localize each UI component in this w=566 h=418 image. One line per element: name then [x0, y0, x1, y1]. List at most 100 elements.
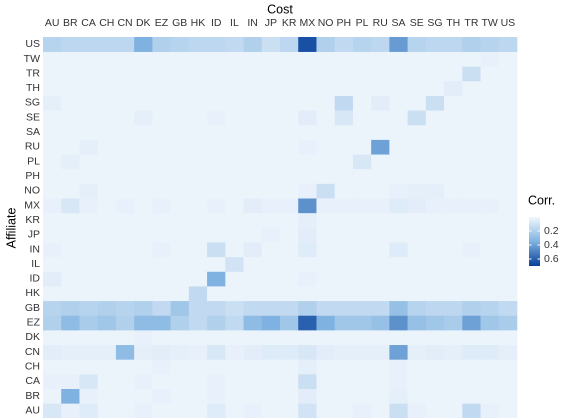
heat-cell [498, 183, 518, 199]
heat-cell [480, 80, 500, 96]
heat-cell [207, 80, 226, 96]
heat-cell [43, 66, 62, 82]
heat-cell [115, 66, 135, 82]
heat-cell [207, 359, 226, 375]
heat-cell [389, 80, 408, 96]
heat-cell [243, 286, 263, 302]
heat-cell [79, 359, 98, 375]
heat-cell [334, 359, 354, 375]
heat-cell [43, 256, 62, 272]
heat-cell [97, 315, 117, 331]
heat-cell [389, 124, 408, 140]
heat-cell [152, 315, 171, 331]
heat-cell [389, 359, 408, 375]
heat-cell [352, 154, 372, 170]
heat-cell [207, 66, 226, 82]
heat-cell [444, 403, 463, 418]
y-tick-label: AU [25, 404, 40, 416]
heat-cell [225, 227, 244, 243]
heat-cell [188, 168, 208, 184]
heat-cell [225, 183, 244, 199]
heat-cell [61, 154, 80, 170]
heat-cell [444, 330, 463, 346]
heat-cell [61, 124, 80, 140]
heat-cell [298, 344, 317, 360]
heat-cell [407, 227, 427, 243]
heat-cell [188, 242, 208, 258]
heat-cell [280, 37, 299, 52]
heat-cell [316, 95, 335, 111]
heat-cell [316, 198, 335, 214]
heat-cell [298, 256, 317, 272]
heat-cell [188, 95, 208, 111]
heat-cell [389, 242, 408, 258]
heat-cell [316, 242, 335, 258]
heat-cell [389, 139, 408, 155]
heat-cell [225, 330, 244, 346]
heat-cell [480, 359, 500, 375]
heat-cell [498, 154, 518, 170]
heat-cell [115, 154, 135, 170]
heat-cell [407, 51, 427, 67]
heat-cell [170, 330, 190, 346]
heat-cell [79, 154, 98, 170]
heat-cell [225, 212, 244, 228]
heat-cell [243, 330, 263, 346]
heat-cell [462, 66, 481, 82]
heat-cell [444, 168, 463, 184]
heat-cell [243, 212, 263, 228]
heat-cell [134, 124, 153, 140]
heat-cell [480, 37, 500, 52]
heat-cell [207, 212, 226, 228]
heat-cell [316, 374, 335, 389]
heat-cell [243, 227, 263, 243]
heat-cell [115, 388, 135, 404]
heat-cell [134, 212, 153, 228]
heat-cell [134, 227, 153, 243]
heat-cell [79, 139, 98, 155]
heat-cell [316, 183, 335, 199]
heat-cell [79, 212, 98, 228]
heat-cell [170, 95, 190, 111]
x-tick-label: AU [45, 17, 60, 29]
heat-cell [152, 388, 171, 404]
heat-cell [207, 124, 226, 140]
heat-cell [480, 198, 500, 214]
heat-cell [188, 154, 208, 170]
y-tick-label: PL [27, 155, 40, 167]
heat-cell [298, 330, 317, 346]
y-tick-label: TH [26, 82, 40, 94]
heat-cell [425, 124, 445, 140]
heat-cell [134, 374, 153, 389]
heat-cell [371, 271, 390, 287]
heat-cell [170, 359, 190, 375]
heat-cell [425, 227, 445, 243]
legend-title: Corr. [528, 193, 555, 207]
heat-cell [462, 315, 481, 331]
heat-cell [115, 344, 135, 360]
y-tick-label: RU [25, 141, 40, 153]
heat-cell [152, 286, 171, 302]
heat-cell [480, 330, 500, 346]
heat-cell [43, 80, 62, 96]
heat-cell [480, 139, 500, 155]
heat-cell [444, 80, 463, 96]
heat-cell [97, 227, 117, 243]
heat-cell [316, 154, 335, 170]
heat-cell [243, 344, 263, 360]
heat-cell [316, 300, 335, 316]
heat-cell [188, 110, 208, 126]
x-tick-label: KR [282, 17, 297, 29]
y-tick-label: KR [25, 214, 40, 226]
heat-cell [480, 168, 500, 184]
heat-cell [170, 183, 190, 199]
x-tick-label: TR [464, 17, 478, 29]
heat-cell [444, 110, 463, 126]
heat-cell [462, 124, 481, 140]
heat-cell [425, 286, 445, 302]
heat-cell [444, 359, 463, 375]
heat-cell [152, 95, 171, 111]
heat-cell [43, 227, 62, 243]
heat-cell [316, 168, 335, 184]
heat-cell [115, 139, 135, 155]
